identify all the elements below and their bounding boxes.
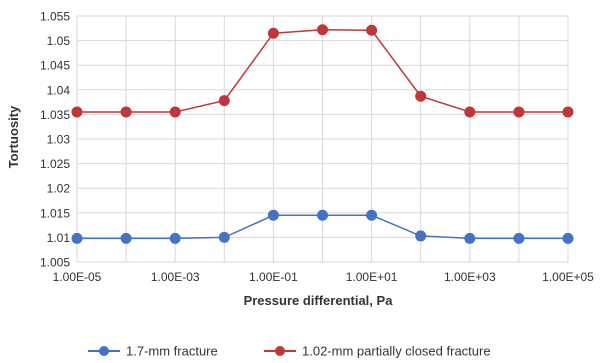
legend-item-0: 1.7-mm fracture <box>88 344 218 359</box>
series-1-point-0 <box>71 106 83 118</box>
series-0-point-10 <box>562 232 574 244</box>
y-axis-ticks: 1.005 1.01 1.015 1.02 1.025 1.03 1.035 1.04 1.04… <box>40 10 70 270</box>
series-points <box>71 24 574 244</box>
series-1-point-3 <box>218 95 230 107</box>
series-0-point-9 <box>513 232 525 244</box>
series-1-point-5 <box>317 24 328 36</box>
y-tick-label-3: 1.02 <box>47 182 71 196</box>
series-0-point-1 <box>120 232 132 244</box>
legend-item-1: 1.02-mm partially closed fracture <box>264 344 491 359</box>
y-tick-label-2: 1.015 <box>40 206 70 220</box>
x-axis-ticks: 1.00E-05 1.00E-03 1.00E-01 1.00E+01 1.00E+03… <box>53 270 595 284</box>
x-tick-label-5: 1.00E+05 <box>542 270 594 284</box>
series-0-point-0 <box>71 232 83 244</box>
x-tick-label-4: 1.00E+03 <box>444 270 496 284</box>
series-1-point-6 <box>366 24 378 36</box>
grid <box>76 15 569 263</box>
y-tick-label-9: 1.05 <box>47 34 71 48</box>
legend: 1.7-mm fracture 1.02-mm partially closed… <box>88 344 491 359</box>
y-tick-label-0: 1.005 <box>40 256 70 270</box>
series-1-point-2 <box>169 106 181 118</box>
y-tick-label-5: 1.03 <box>47 133 71 147</box>
series-1-point-7 <box>415 90 427 102</box>
series-1-point-8 <box>464 106 476 118</box>
series-1-point-1 <box>120 106 132 118</box>
x-tick-label-0: 1.00E-05 <box>53 270 102 284</box>
x-tick-label-3: 1.00E+01 <box>346 270 398 284</box>
legend-label-0: 1.7-mm fracture <box>126 344 218 359</box>
series-0-point-4 <box>267 209 279 221</box>
y-tick-label-1: 1.01 <box>47 231 71 245</box>
y-axis-title: Tortuosity <box>6 105 21 168</box>
y-tick-label-10: 1.055 <box>40 10 70 24</box>
series-1-point-4 <box>267 27 279 39</box>
legend-marker-0 <box>99 346 109 356</box>
x-tick-label-2: 1.00E-01 <box>249 270 298 284</box>
series-0-point-3 <box>218 231 230 243</box>
x-axis-title: Pressure differential, Pa <box>244 293 394 308</box>
x-tick-label-1: 1.00E-03 <box>151 270 200 284</box>
y-tick-label-7: 1.04 <box>47 83 71 97</box>
legend-label-1: 1.02-mm partially closed fracture <box>302 344 491 359</box>
legend-marker-1 <box>275 346 285 356</box>
y-tick-label-4: 1.025 <box>40 157 70 171</box>
series-0-point-7 <box>415 230 427 242</box>
series-0-point-5 <box>317 209 328 221</box>
y-tick-label-6: 1.035 <box>40 108 70 122</box>
series-0-point-2 <box>169 232 181 244</box>
y-tick-label-8: 1.045 <box>40 59 70 73</box>
series-0-point-6 <box>366 209 378 221</box>
series-1-point-9 <box>513 106 525 118</box>
series-0-point-8 <box>464 232 476 244</box>
series-1-point-10 <box>562 106 574 118</box>
